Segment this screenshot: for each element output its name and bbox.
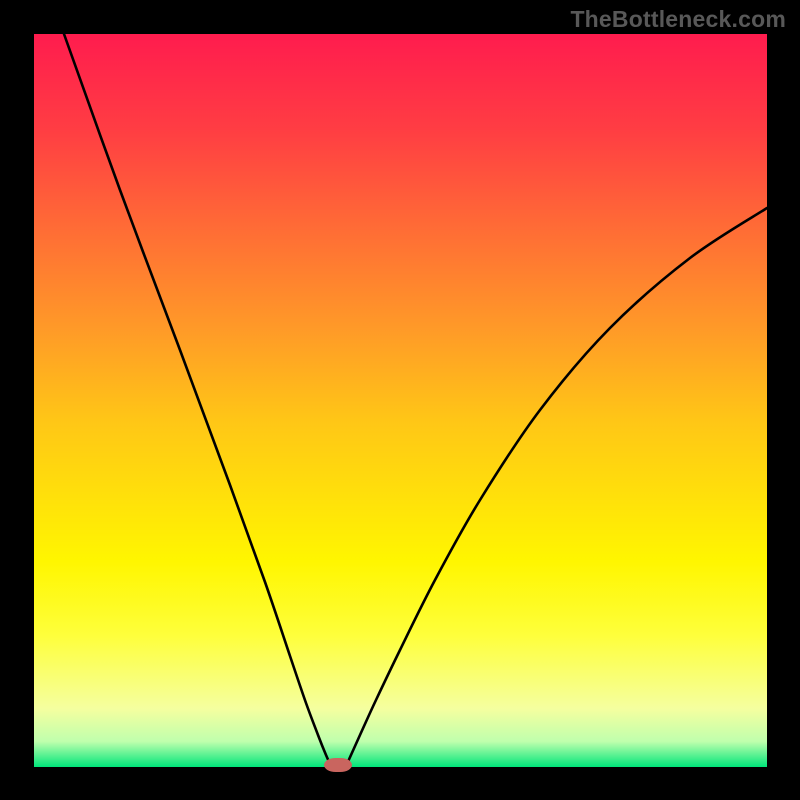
- optimum-marker: [324, 758, 352, 772]
- watermark-text: TheBottleneck.com: [570, 6, 786, 33]
- chart-container: TheBottleneck.com: [0, 0, 800, 800]
- curve-right-branch: [346, 208, 767, 766]
- bottleneck-curve: [0, 0, 800, 800]
- curve-left-branch: [64, 34, 331, 766]
